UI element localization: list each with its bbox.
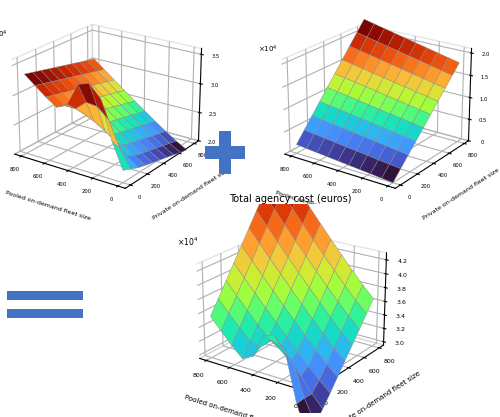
X-axis label: Pooled on-demand fleet size: Pooled on-demand fleet size xyxy=(5,190,92,221)
Y-axis label: Private on-demand fleet size: Private on-demand fleet size xyxy=(152,168,230,221)
Text: $\times10^4$: $\times10^4$ xyxy=(258,43,278,55)
Title: Total agency cost (euros): Total agency cost (euros) xyxy=(229,193,351,203)
Y-axis label: Private on-demand fleet size: Private on-demand fleet size xyxy=(422,168,500,221)
Y-axis label: Private on-demand fleet size: Private on-demand fleet size xyxy=(334,370,422,417)
Text: $\times10^4$: $\times10^4$ xyxy=(178,236,199,248)
Text: $\times10^4$: $\times10^4$ xyxy=(0,29,8,40)
Bar xyxy=(219,131,231,174)
X-axis label: Pooled on-demand fleet size: Pooled on-demand fleet size xyxy=(275,190,362,221)
Bar xyxy=(6,309,84,318)
Bar xyxy=(205,146,245,159)
Bar xyxy=(6,291,84,300)
X-axis label: Pooled on-demand fleet size: Pooled on-demand fleet size xyxy=(184,394,280,417)
